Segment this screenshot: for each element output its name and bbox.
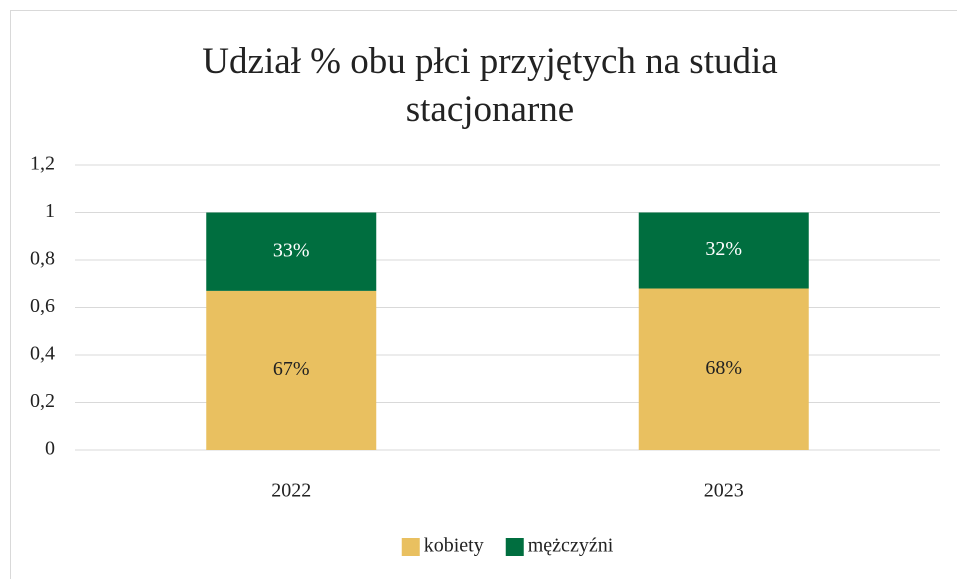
bar-segment — [638, 288, 809, 450]
data-label: 67% — [273, 358, 310, 380]
y-tick-label: 0,6 — [30, 295, 55, 317]
y-tick-label: 0,4 — [30, 343, 55, 365]
y-tick-label: 0 — [45, 438, 55, 460]
bar-segment — [638, 212, 809, 289]
y-tick-label: 1 — [45, 200, 55, 222]
y-tick-label: 1,2 — [30, 153, 55, 175]
bar-segment — [206, 290, 377, 450]
x-tick-label: 2022 — [271, 480, 311, 502]
data-label: 32% — [705, 238, 742, 260]
data-label: 33% — [273, 239, 310, 261]
legend-label: kobiety — [424, 535, 484, 557]
bar-segment — [206, 212, 377, 291]
legend-swatch — [505, 538, 524, 556]
legend-label: mężczyźni — [528, 535, 614, 557]
y-tick-label: 0,8 — [30, 248, 55, 270]
data-label: 68% — [705, 357, 742, 379]
legend-swatch — [401, 538, 420, 556]
chart-title: Udział % obu płci przyjętych na studia s… — [202, 41, 778, 130]
x-tick-label: 2023 — [704, 480, 744, 502]
y-tick-label: 0,2 — [30, 390, 55, 412]
chart-border — [10, 10, 957, 579]
